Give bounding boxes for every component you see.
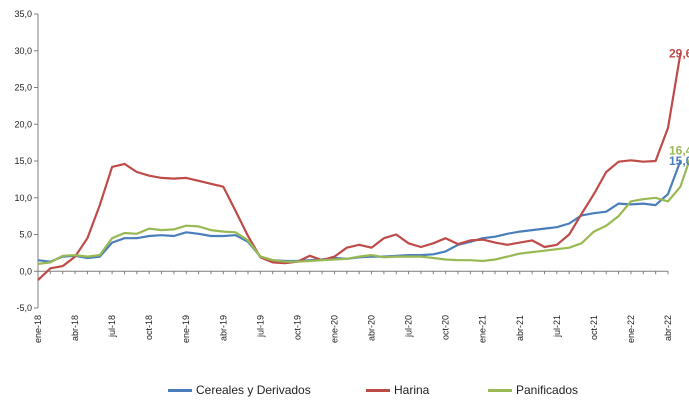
x-tick-label: abr-18 — [70, 315, 80, 341]
x-tick-label: ene-22 — [626, 315, 636, 343]
y-tick-label: -5,0 — [16, 303, 32, 313]
legend-label-panificados: Panificados — [516, 383, 579, 397]
x-tick-label: abr-21 — [515, 315, 525, 341]
legend-label-cereales: Cereales y Derivados — [196, 383, 311, 397]
x-tick-label: ene-21 — [478, 315, 488, 343]
end-label-2: 16,4 — [669, 144, 689, 158]
line-chart: -5,0 0,0 5,0 10,0 15,0 20,0 25,0 30,0 35,0 ene-1… — [14, 9, 689, 343]
y-tick-label: 15,0 — [14, 156, 32, 166]
x-tick-label: abr-19 — [218, 315, 228, 341]
x-tick-label: jul-18 — [107, 315, 117, 338]
x-tick-label: oct-18 — [144, 315, 154, 340]
y-tick-label: 0,0 — [19, 266, 32, 276]
x-tick-label: jul-21 — [552, 315, 562, 338]
legend-swatch-harina — [366, 388, 390, 392]
legend-item-panificados: Panificados — [488, 383, 578, 397]
x-tick-label: ene-18 — [33, 315, 43, 343]
y-tick-label: 30,0 — [14, 46, 32, 56]
y-axis: -5,0 0,0 5,0 10,0 15,0 20,0 25,0 30,0 35,0 — [14, 9, 39, 313]
legend-label-harina: Harina — [394, 383, 430, 397]
y-tick-label: 5,0 — [19, 230, 32, 240]
y-tick-label: 20,0 — [14, 119, 32, 129]
x-tick-label: oct-19 — [292, 315, 302, 340]
y-tick-label: 10,0 — [14, 193, 32, 203]
legend-item-cereales: Cereales y Derivados — [168, 383, 311, 397]
legend-item-harina: Harina — [366, 383, 429, 397]
legend-swatch-panificados — [488, 388, 512, 392]
x-tick-label: ene-20 — [329, 315, 339, 343]
x-tick-label: jul-20 — [404, 315, 414, 338]
y-tick-label: 35,0 — [14, 9, 32, 19]
x-tick-label: oct-21 — [589, 315, 599, 340]
series-lines — [37, 53, 689, 281]
end-labels: 15,0 29,6 16,4 — [669, 47, 689, 168]
x-tick-label: abr-20 — [367, 315, 377, 341]
series-line-1 — [37, 53, 682, 281]
series-line-2 — [37, 158, 689, 265]
x-tick-label: oct-20 — [441, 315, 451, 340]
x-tick-label: abr-22 — [663, 315, 673, 341]
end-label-0: 15,0 — [669, 154, 689, 168]
x-tick-label: ene-19 — [181, 315, 191, 343]
legend: Cereales y Derivados Harina Panificados — [0, 383, 689, 399]
y-tick-label: 25,0 — [14, 83, 32, 93]
x-axis: ene-18 abr-18 jul-18 oct-18 ene-19 abr-19 jul-… — [33, 270, 673, 343]
legend-swatch-cereales — [168, 388, 192, 392]
x-tick-label: jul-19 — [255, 315, 265, 338]
end-label-1: 29,6 — [669, 47, 689, 61]
